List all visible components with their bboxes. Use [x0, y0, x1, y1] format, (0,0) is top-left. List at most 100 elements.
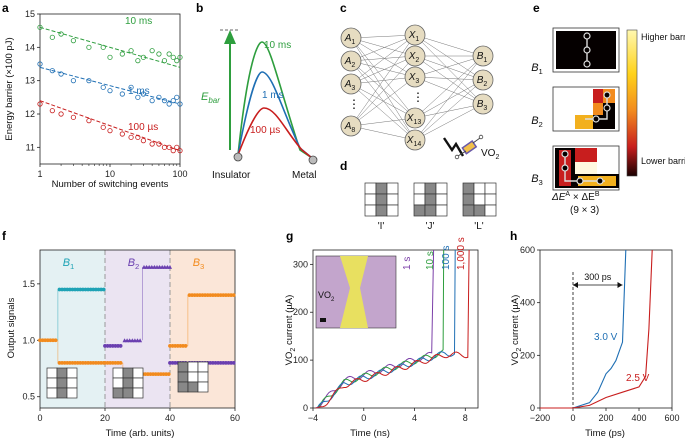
- pattern-cell: [364, 204, 377, 217]
- panel-f-marker: [108, 344, 113, 348]
- network-connection: [350, 60, 416, 141]
- panel-f-marker: [192, 293, 197, 298]
- panel-g-label: g: [286, 229, 293, 243]
- panel-f-marker: [162, 264, 167, 269]
- panel-g-curve-label: 10 s: [425, 251, 436, 270]
- panel-f-marker: [86, 360, 90, 365]
- panel-a-ytick-label: 14: [25, 42, 35, 52]
- panel-f-marker: [203, 293, 208, 298]
- network-connection: [350, 83, 416, 141]
- panel-f-marker: [218, 360, 223, 365]
- input-node: [340, 50, 362, 72]
- pattern-cell: [413, 193, 426, 206]
- panel-f-marker: [53, 338, 58, 343]
- panel-a-data-point: [119, 131, 125, 137]
- heatmap-b1-border: [554, 29, 618, 71]
- panel-a-fit-line: [39, 26, 181, 68]
- panel-f-marker: [48, 338, 53, 343]
- pattern-cell: [413, 182, 426, 195]
- output-node: [472, 45, 494, 67]
- network-connection: [350, 37, 416, 78]
- panel-a-data-point: [177, 148, 183, 154]
- pattern-cell: [462, 182, 475, 195]
- panel-f-marker: [99, 360, 103, 365]
- panel-h-interval-label: 300 ps: [584, 272, 612, 282]
- panel-f-marker: [170, 344, 175, 348]
- panel-f-marker: [226, 360, 231, 365]
- panel-a-series-label: 100 µs: [128, 122, 158, 133]
- panel-f-marker: [229, 293, 234, 298]
- panel-f-marker: [173, 360, 178, 365]
- panel-c-network: A1 A2 A3 A8 ⋮ ⋮ X1 X2 X3 X13 X14 B1 B2 B3 VO2: [340, 24, 499, 161]
- panel-f-marker: [195, 293, 200, 298]
- panel-f-pattern-cell: [187, 361, 199, 373]
- panel-a-xtick-label: 1: [37, 169, 42, 179]
- panel-f-marker: [40, 338, 45, 343]
- panel-a-data-point: [166, 101, 172, 107]
- panel-f-pattern-cell: [66, 377, 78, 389]
- pattern-cell: [473, 182, 486, 195]
- panel-f-marker: [211, 293, 215, 298]
- panel-f-marker: [96, 360, 101, 365]
- heatmap-b3-node: [561, 164, 569, 172]
- panel-g-inset-label: VO2: [318, 290, 335, 303]
- colorbar: [626, 29, 638, 177]
- panel-f-ytick-label: 1.5: [22, 279, 35, 289]
- panel-f-marker: [161, 372, 166, 377]
- colorbar-top-label: Higher barrier: [641, 32, 685, 42]
- network-connection: [350, 117, 416, 127]
- pattern-cell: [473, 193, 486, 206]
- curve-100us: [237, 107, 313, 159]
- input-node-label: A1: [344, 33, 356, 46]
- device-lead: [457, 150, 467, 157]
- panel-f-marker: [218, 293, 223, 298]
- panel-a-data-point: [100, 44, 106, 50]
- panel-f-marker: [81, 360, 85, 365]
- panel-f-marker: [113, 360, 118, 365]
- panel-a-chart: 11 12 13 14 15 1 10 100 10 ms 1 ms 100 µs: [25, 9, 188, 179]
- panel-a-xtick-label: 10: [105, 169, 115, 179]
- device-terminal: [454, 154, 460, 160]
- pattern-cell: [375, 193, 388, 206]
- panel-f-marker: [70, 360, 75, 365]
- network-connection: [414, 55, 484, 105]
- panel-f-pattern-cell: [132, 367, 144, 379]
- network-connection: [350, 34, 416, 85]
- panel-a-data-point: [135, 94, 141, 100]
- curve-label-100us: 100 µs: [250, 125, 280, 136]
- panel-f-marker: [211, 360, 215, 365]
- panel-f-marker: [62, 360, 67, 365]
- panel-f-marker: [118, 344, 123, 348]
- heatmap-b2-path: [585, 93, 608, 120]
- panel-a-data-point: [119, 51, 125, 57]
- network-connection: [350, 83, 416, 119]
- pattern-cell: [435, 204, 448, 217]
- network-connection: [350, 76, 416, 127]
- output-node-label: B1: [477, 51, 488, 64]
- panel-d-label: d: [340, 159, 347, 173]
- panel-f-marker: [216, 293, 221, 298]
- panel-a-fit-line: [39, 100, 181, 152]
- panel-f-marker: [153, 372, 158, 377]
- panel-f-marker: [57, 360, 62, 365]
- network-connection: [414, 103, 484, 141]
- panel-f-marker: [118, 360, 123, 365]
- panel-f-ytick-label: 1.0: [22, 335, 35, 345]
- panel-a-xtick-label: 100: [172, 169, 187, 179]
- panel-a-data-point: [58, 71, 64, 77]
- panel-g-ytick-label: 300: [293, 259, 308, 269]
- panel-a-data-point: [149, 48, 155, 54]
- panel-a-data-point: [140, 91, 146, 97]
- panel-f-pattern-cell: [46, 367, 58, 379]
- output-node-label: B3: [477, 99, 488, 112]
- panel-a-data-point: [161, 144, 168, 150]
- panel-f-marker: [229, 360, 234, 365]
- panel-g-xtick-label: 0: [361, 413, 366, 423]
- heatmap-b2-cell: [593, 103, 603, 115]
- hidden-node: [404, 129, 426, 151]
- panel-f-pattern-cell: [46, 377, 58, 389]
- panel-f-marker: [187, 293, 192, 298]
- panel-h-xtick-label: −200: [530, 413, 550, 423]
- panel-f-marker: [75, 360, 80, 365]
- network-connection: [350, 34, 416, 127]
